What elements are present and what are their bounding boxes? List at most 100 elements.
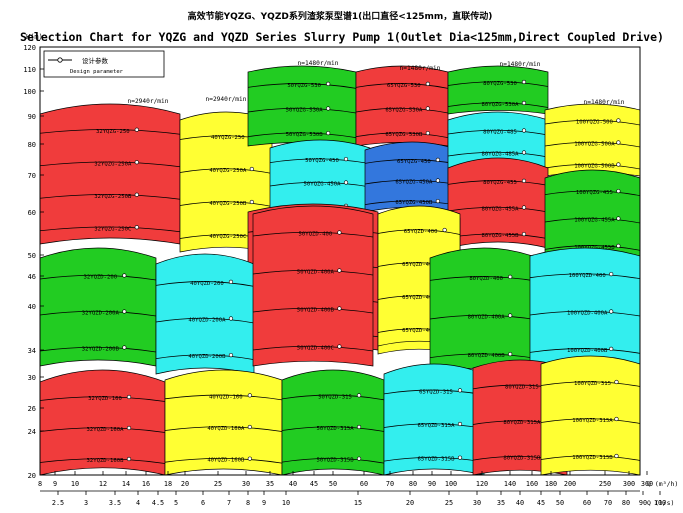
head-curve	[447, 129, 549, 136]
zone-label: 50YQZG-530B	[286, 132, 324, 138]
x-tick-label-l: 5	[174, 499, 178, 507]
design-point	[337, 230, 342, 235]
head-curve	[164, 394, 283, 401]
zone-label: 65YQZD-400A	[402, 262, 440, 268]
chart-title-cn: 高效节能YQZG、YQZD系列渣浆泵型谱1(出口直径<125mm，直联传动)	[188, 10, 493, 22]
x-tick-label-q: 30	[242, 480, 250, 488]
zone-label: 50YQZD-315B	[317, 458, 355, 464]
design-point	[337, 344, 342, 349]
zone-label: 40YQZD-160B	[207, 458, 245, 464]
head-curve	[544, 217, 641, 224]
x-axis-label-q: Q (m³/h)	[647, 480, 678, 488]
zone-label: 65YQZD-315A	[417, 423, 455, 429]
head-curve	[164, 426, 283, 432]
pump-zone: 65YQZG-450 65YQZG-450A 65YQZG-450B	[364, 141, 460, 213]
head-curve	[355, 83, 449, 89]
x-tick-label-q: 45	[310, 480, 318, 488]
design-point	[425, 81, 430, 86]
zone-label: 40YQZG-250A	[209, 168, 247, 174]
x-tick-label-q: 90	[428, 480, 436, 488]
head-curve	[252, 307, 374, 314]
zone-label: 80YQZG-485	[483, 130, 517, 136]
y-tick-label: 110	[23, 66, 36, 74]
design-point	[337, 306, 342, 311]
y-tick-label: 20	[28, 472, 36, 480]
head-curve	[252, 231, 374, 238]
speed-label: n=2940r/min	[128, 98, 169, 105]
head-curve	[447, 102, 549, 108]
zone-label: 50YQZG-530	[287, 83, 321, 89]
design-point	[337, 268, 342, 273]
x-tick-label-q: 250	[599, 480, 611, 488]
head-curve	[447, 151, 549, 158]
zone-label: 32YQZG-250B	[94, 194, 132, 200]
y-tick-label: 30	[28, 374, 36, 382]
zone-label: 100YQZG-500B	[574, 164, 615, 170]
x-tick-label-l: 3.5	[109, 499, 121, 507]
pump-zone: 50YQZD-400 50YQZD-400A 50YQZD-400B 50YQZD-4…	[252, 205, 374, 367]
design-point	[356, 456, 362, 461]
x-tick-label-q: 25	[214, 480, 222, 488]
zone-label: 32YQZD-200B	[82, 347, 120, 353]
speed-labels-layer: n=2940r/min n=2940r/min n=1480r/min n=1480r…	[128, 60, 625, 106]
zone-label: 80YQZD-315A	[503, 420, 541, 426]
pump-zone: 40YQZD-160 40YQZD-160A 40YQZD-160B	[164, 369, 283, 476]
design-point	[435, 199, 440, 204]
zone-label: 80YQZD-400	[469, 276, 503, 282]
head-curve	[540, 418, 641, 424]
zone-label: 80YQZD-400B	[468, 353, 506, 359]
head-curve	[155, 281, 255, 287]
pump-zone: 65YQZG-530 65YQZG-530A 65YQZG-530B	[355, 65, 449, 147]
head-curve	[544, 245, 641, 251]
design-point	[134, 192, 139, 197]
y-tick-label: 120	[23, 44, 36, 52]
design-point	[247, 456, 252, 461]
design-point	[521, 205, 527, 210]
y-axis-label: H(m)	[26, 33, 43, 41]
pump-zone: 100YQZD-400 100YQZD-400A 100YQZD-400B	[529, 247, 641, 369]
zone-label: 100YQZG-455B	[574, 245, 615, 251]
design-point	[122, 273, 127, 278]
pump-zone: 80YQZG-455 80YQZG-455A 80YQZG-455B	[447, 157, 549, 249]
zone-label: 50YQZD-400B	[297, 308, 335, 314]
head-curve	[179, 201, 273, 207]
zone-label: 100YQZD-400A	[567, 311, 608, 317]
zone-label: 65YQZG-450B	[395, 200, 433, 206]
design-point	[616, 189, 621, 194]
head-curve	[252, 345, 374, 352]
head-curve	[39, 194, 181, 200]
design-point	[521, 100, 527, 106]
zone-label: 65YQZG-450A	[395, 180, 433, 186]
zone-label: 32YQZG-250	[96, 129, 130, 135]
zone-label: 50YQZD-315	[318, 394, 352, 400]
x-tick-label-q: 40	[289, 480, 297, 488]
head-curve	[447, 180, 549, 186]
y-tick-label: 50	[28, 252, 36, 260]
design-point	[122, 345, 127, 350]
x-tick-label-l: 8	[246, 499, 250, 507]
zone-label: 100YQZD-400B	[567, 348, 608, 354]
design-point	[614, 379, 619, 385]
zone-label: 100YQZG-455	[576, 190, 613, 196]
head-curve	[544, 190, 641, 197]
legend: 设计参数 Design parameter	[43, 50, 165, 78]
x-tick-label-q: 120	[476, 480, 488, 488]
head-curve	[281, 426, 385, 432]
design-point	[228, 279, 234, 284]
zone-label: 32YQZD-160A	[86, 427, 124, 433]
design-point	[521, 79, 527, 85]
x-tick-label-q: 50	[329, 480, 337, 488]
x-tick-label-q: 80	[409, 480, 417, 488]
x-tick-label-q: 9	[53, 480, 57, 488]
pump-zone: 50YQZG-530 50YQZG-530A 50YQZG-530B	[247, 65, 357, 147]
x-tick-label-l: 80	[622, 499, 630, 507]
design-point	[435, 178, 440, 183]
head-curve	[39, 427, 166, 433]
pump-zone: 100YQZG-455 100YQZG-455A 100YQZG-455B	[544, 169, 641, 261]
zone-label: 100YQZD-315	[574, 381, 611, 387]
zone-label: 65YQZG-530B	[385, 132, 423, 138]
y-tick-label: 40	[28, 303, 36, 311]
design-point	[508, 352, 513, 357]
x-tick-label-l: 20	[406, 499, 414, 507]
x-tick-label-q: 12	[99, 480, 107, 488]
